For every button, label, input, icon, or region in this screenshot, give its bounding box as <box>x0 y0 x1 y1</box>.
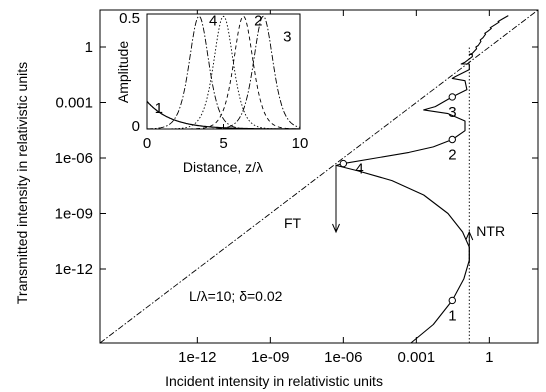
point-label-2: 2 <box>448 147 456 164</box>
main-axes: 1e-12 1e-09 1e-06 0.001 1 1 0.001 1e-06 1e-09 1e-… <box>55 10 538 366</box>
x-tick-label: 1e-12 <box>178 349 216 366</box>
main-annotations: FT NTR L/λ=10; δ=0.02 1 2 3 4 <box>189 47 505 343</box>
inset-curve-label-1: 1 <box>155 100 163 117</box>
point-label-3: 3 <box>448 104 456 121</box>
x-tick-label: 1e-09 <box>251 349 289 366</box>
ft-label: FT <box>284 215 302 231</box>
inset-curve-label-4: 4 <box>209 13 217 30</box>
main-plot-frame <box>99 9 539 344</box>
inset-curve-4 <box>147 15 300 130</box>
inset-series-group: 1 4 2 3 <box>146 13 301 130</box>
inset-curve-label-2: 2 <box>254 13 262 30</box>
point-marker-4 <box>339 159 348 168</box>
parameter-label: L/λ=10; δ=0.02 <box>189 288 283 304</box>
inset-curve-label-3: 3 <box>283 29 291 46</box>
point-label-4: 4 <box>355 161 363 178</box>
inset-curve-3 <box>147 15 301 130</box>
transmission-curve <box>335 15 509 344</box>
inset-axes: 0 5 10 0 0.5 <box>119 10 308 152</box>
y-tick-label: 1e-09 <box>55 206 93 223</box>
inset-x-tick-label: 5 <box>219 135 227 152</box>
y-tick-label: 1e-06 <box>55 150 93 167</box>
point-marker-1 <box>448 296 456 305</box>
threshold-arrow-head <box>465 230 474 241</box>
y-axis-title: Transmitted intensity in relativistic un… <box>14 62 30 304</box>
x-tick-label: 0.001 <box>398 349 436 366</box>
y-tick-label: 0.001 <box>55 95 93 112</box>
y-tick-label: 1 <box>85 39 93 56</box>
point-marker-3 <box>448 93 456 101</box>
inset-curve-2b <box>147 15 300 130</box>
inset-y-tick-label: 0 <box>132 118 140 135</box>
y-tick-label: 1e-12 <box>55 261 93 278</box>
inset-background <box>147 14 300 129</box>
threshold-arrow-head <box>332 223 340 234</box>
inset-y-tick-label: 0.5 <box>119 10 140 27</box>
inset-x-axis-title: Distance, z/λ <box>183 159 263 175</box>
x-axis-title: Incident intensity in relativistic units <box>165 373 383 389</box>
inset-y-axis-title: Amplitude <box>115 41 131 103</box>
inset-x-tick-label: 0 <box>143 135 151 152</box>
x-tick-label: 1e-06 <box>324 349 362 366</box>
inset-x-tick-label: 10 <box>292 135 309 152</box>
x-tick-label: 1 <box>485 349 493 366</box>
main-series-group <box>99 9 539 344</box>
ntr-label: NTR <box>476 223 505 239</box>
point-marker-2 <box>448 135 456 144</box>
point-label-1: 1 <box>448 307 456 324</box>
